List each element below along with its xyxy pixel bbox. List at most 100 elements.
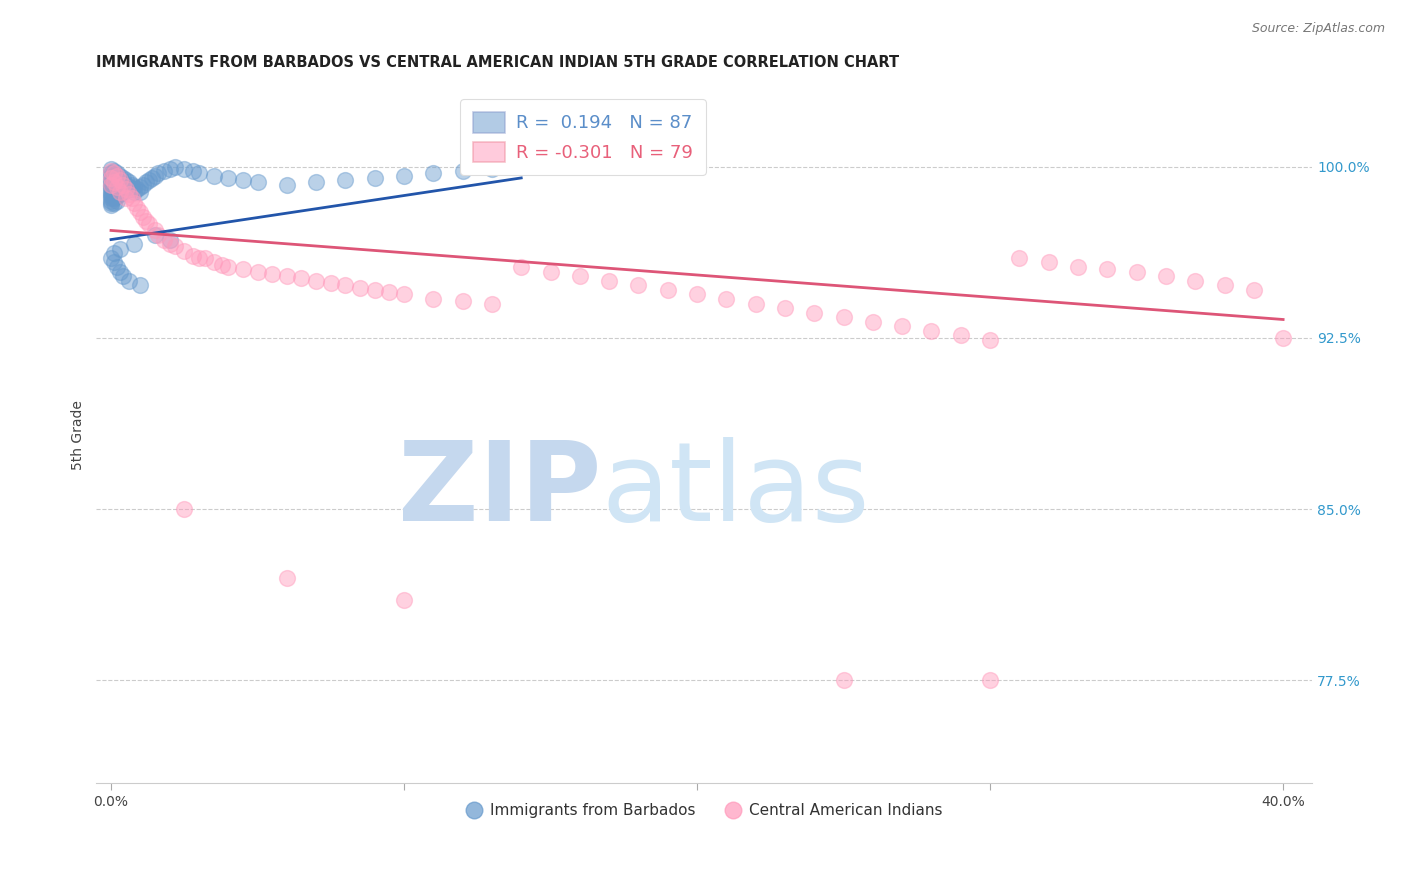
Point bbox=[165, 239, 187, 253]
Point bbox=[129, 185, 152, 199]
Point bbox=[100, 198, 122, 212]
Point bbox=[111, 185, 134, 199]
Point bbox=[1038, 255, 1060, 269]
Point bbox=[117, 274, 139, 288]
Point bbox=[100, 173, 122, 187]
Point bbox=[100, 169, 122, 183]
Y-axis label: 5th Grade: 5th Grade bbox=[72, 400, 86, 470]
Point bbox=[349, 280, 371, 294]
Point bbox=[132, 210, 155, 224]
Point bbox=[143, 223, 166, 237]
Point bbox=[100, 194, 122, 208]
Point bbox=[305, 274, 328, 288]
Text: atlas: atlas bbox=[600, 437, 869, 544]
Point bbox=[335, 173, 357, 187]
Legend: Immigrants from Barbados, Central American Indians: Immigrants from Barbados, Central Americ… bbox=[461, 797, 948, 824]
Point bbox=[121, 182, 143, 196]
Point bbox=[100, 164, 122, 178]
Point bbox=[100, 189, 122, 203]
Point bbox=[105, 166, 128, 180]
Point bbox=[1067, 260, 1090, 274]
Point bbox=[686, 287, 709, 301]
Point bbox=[100, 170, 122, 185]
Point bbox=[832, 310, 855, 325]
Point bbox=[105, 180, 128, 194]
Point bbox=[100, 186, 122, 201]
Point bbox=[305, 176, 328, 190]
Point bbox=[108, 173, 131, 187]
Point bbox=[121, 192, 143, 206]
Point bbox=[114, 192, 136, 206]
Point bbox=[132, 178, 155, 192]
Point bbox=[103, 169, 125, 183]
Point bbox=[422, 292, 444, 306]
Point bbox=[1008, 251, 1031, 265]
Point bbox=[481, 296, 503, 310]
Point bbox=[392, 593, 415, 607]
Point bbox=[117, 176, 139, 190]
Point bbox=[127, 201, 149, 215]
Point bbox=[100, 166, 122, 180]
Point bbox=[103, 164, 125, 178]
Point bbox=[103, 255, 125, 269]
Point bbox=[135, 176, 157, 190]
Point bbox=[378, 285, 401, 299]
Point bbox=[117, 180, 139, 194]
Point bbox=[124, 237, 146, 252]
Point bbox=[194, 251, 217, 265]
Point bbox=[246, 264, 269, 278]
Point bbox=[105, 185, 128, 199]
Point bbox=[111, 180, 134, 194]
Point bbox=[568, 269, 591, 284]
Point bbox=[114, 182, 136, 196]
Point bbox=[135, 214, 157, 228]
Point bbox=[111, 170, 134, 185]
Point bbox=[108, 186, 131, 201]
Point bbox=[103, 246, 125, 260]
Point bbox=[103, 192, 125, 206]
Point bbox=[146, 227, 169, 242]
Point bbox=[103, 173, 125, 187]
Point bbox=[103, 178, 125, 192]
Point bbox=[979, 673, 1001, 688]
Point bbox=[105, 194, 128, 208]
Point bbox=[111, 176, 134, 190]
Point bbox=[114, 173, 136, 187]
Point bbox=[364, 170, 387, 185]
Point bbox=[111, 269, 134, 284]
Point bbox=[510, 260, 533, 274]
Point bbox=[319, 276, 342, 290]
Point bbox=[124, 185, 146, 199]
Point bbox=[173, 161, 195, 176]
Point bbox=[124, 196, 146, 211]
Point bbox=[146, 166, 169, 180]
Point bbox=[129, 205, 152, 219]
Point bbox=[803, 306, 825, 320]
Point bbox=[276, 269, 298, 284]
Point bbox=[290, 271, 312, 285]
Point bbox=[1184, 274, 1206, 288]
Point bbox=[202, 169, 225, 183]
Point bbox=[276, 570, 298, 584]
Point bbox=[152, 233, 174, 247]
Point bbox=[1272, 331, 1295, 345]
Point bbox=[103, 166, 125, 180]
Point bbox=[100, 182, 122, 196]
Point bbox=[451, 164, 474, 178]
Point bbox=[832, 673, 855, 688]
Point bbox=[100, 180, 122, 194]
Point bbox=[716, 292, 738, 306]
Point bbox=[921, 324, 943, 338]
Point bbox=[1213, 278, 1236, 293]
Text: IMMIGRANTS FROM BARBADOS VS CENTRAL AMERICAN INDIAN 5TH GRADE CORRELATION CHART: IMMIGRANTS FROM BARBADOS VS CENTRAL AMER… bbox=[97, 55, 900, 70]
Point bbox=[187, 251, 209, 265]
Point bbox=[1097, 262, 1119, 277]
Point bbox=[129, 278, 152, 293]
Point bbox=[159, 237, 181, 252]
Point bbox=[891, 319, 914, 334]
Point bbox=[422, 166, 444, 180]
Point bbox=[451, 294, 474, 309]
Point bbox=[100, 251, 122, 265]
Point bbox=[108, 264, 131, 278]
Point bbox=[111, 178, 134, 192]
